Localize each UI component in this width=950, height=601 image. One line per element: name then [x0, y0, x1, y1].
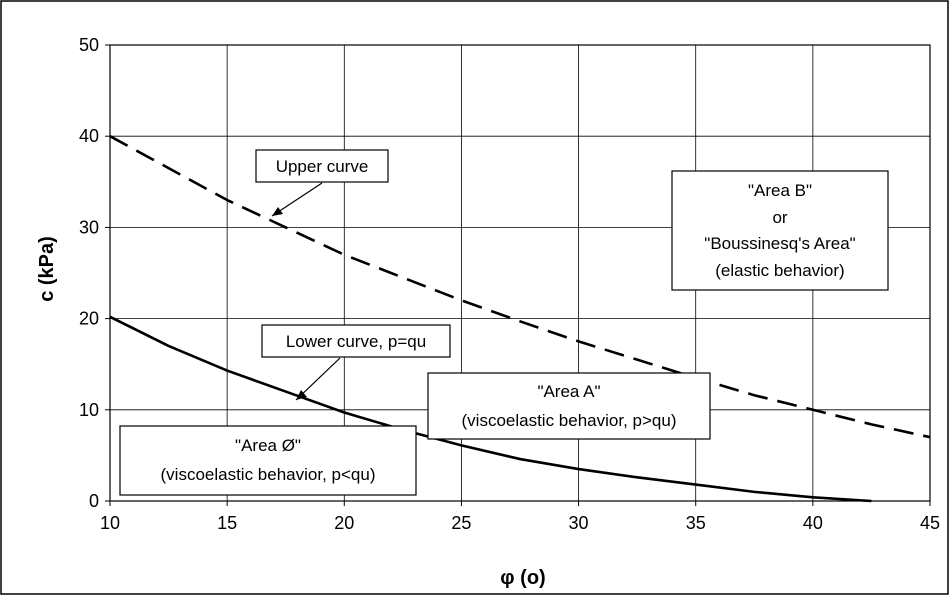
- area-o-box: [119, 425, 417, 496]
- upper-curve-label-box: [255, 149, 389, 183]
- y-tick-label: 20: [79, 309, 99, 329]
- x-tick-label: 30: [569, 513, 589, 533]
- area-b-callout: "Area B" or "Boussinesq's Area" (elastic…: [671, 170, 889, 291]
- upper-curve-line: [109, 135, 931, 439]
- plot-area-border: [109, 44, 931, 502]
- x-tick-label: 20: [334, 513, 354, 533]
- x-tick-label: 15: [217, 513, 237, 533]
- x-tick-label: 35: [686, 513, 706, 533]
- lower-curve-callout: Lower curve, p=qu: [261, 324, 451, 401]
- x-tick-label: 45: [920, 513, 940, 533]
- area-a-box: [427, 372, 711, 440]
- x-tick-label: 10: [100, 513, 120, 533]
- area-a-line-2: (viscoelastic behavior, p>qu): [462, 411, 677, 430]
- area-o-line-1: "Area Ø": [235, 436, 301, 455]
- y-axis-title: c (kPa): [36, 236, 58, 302]
- y-tick-label: 10: [79, 400, 99, 420]
- lower-curve-line: [109, 315, 872, 503]
- lower-curve-label-box: [261, 324, 451, 358]
- area-b-box: [671, 170, 889, 291]
- x-tick-label: 40: [803, 513, 823, 533]
- series-layer: [109, 135, 931, 503]
- area-a-callout: "Area A" (viscoelastic behavior, p>qu): [427, 372, 711, 440]
- area-b-line-2: or: [772, 208, 787, 227]
- y-tick-label: 40: [79, 126, 99, 146]
- y-tick-label: 30: [79, 217, 99, 237]
- area-o-callout: "Area Ø" (viscoelastic behavior, p<qu): [119, 425, 417, 496]
- lower-curve-arrowhead: [296, 390, 307, 400]
- x-tick-label: 25: [451, 513, 471, 533]
- area-a-line-1: "Area A": [537, 382, 600, 401]
- x-axis-title: φ (o): [500, 567, 545, 589]
- lower-curve-label: Lower curve, p=qu: [286, 332, 426, 351]
- y-tick-label: 0: [89, 491, 99, 511]
- area-b-line-1: "Area B": [748, 181, 812, 200]
- upper-curve-callout: Upper curve: [255, 149, 389, 217]
- y-tick-label: 50: [79, 35, 99, 55]
- area-o-line-2: (viscoelastic behavior, p<qu): [161, 465, 376, 484]
- upper-curve-arrowhead: [272, 207, 283, 216]
- upper-curve-label: Upper curve: [276, 157, 369, 176]
- area-b-line-4: (elastic behavior): [715, 261, 844, 280]
- area-b-line-3: "Boussinesq's Area": [704, 234, 855, 253]
